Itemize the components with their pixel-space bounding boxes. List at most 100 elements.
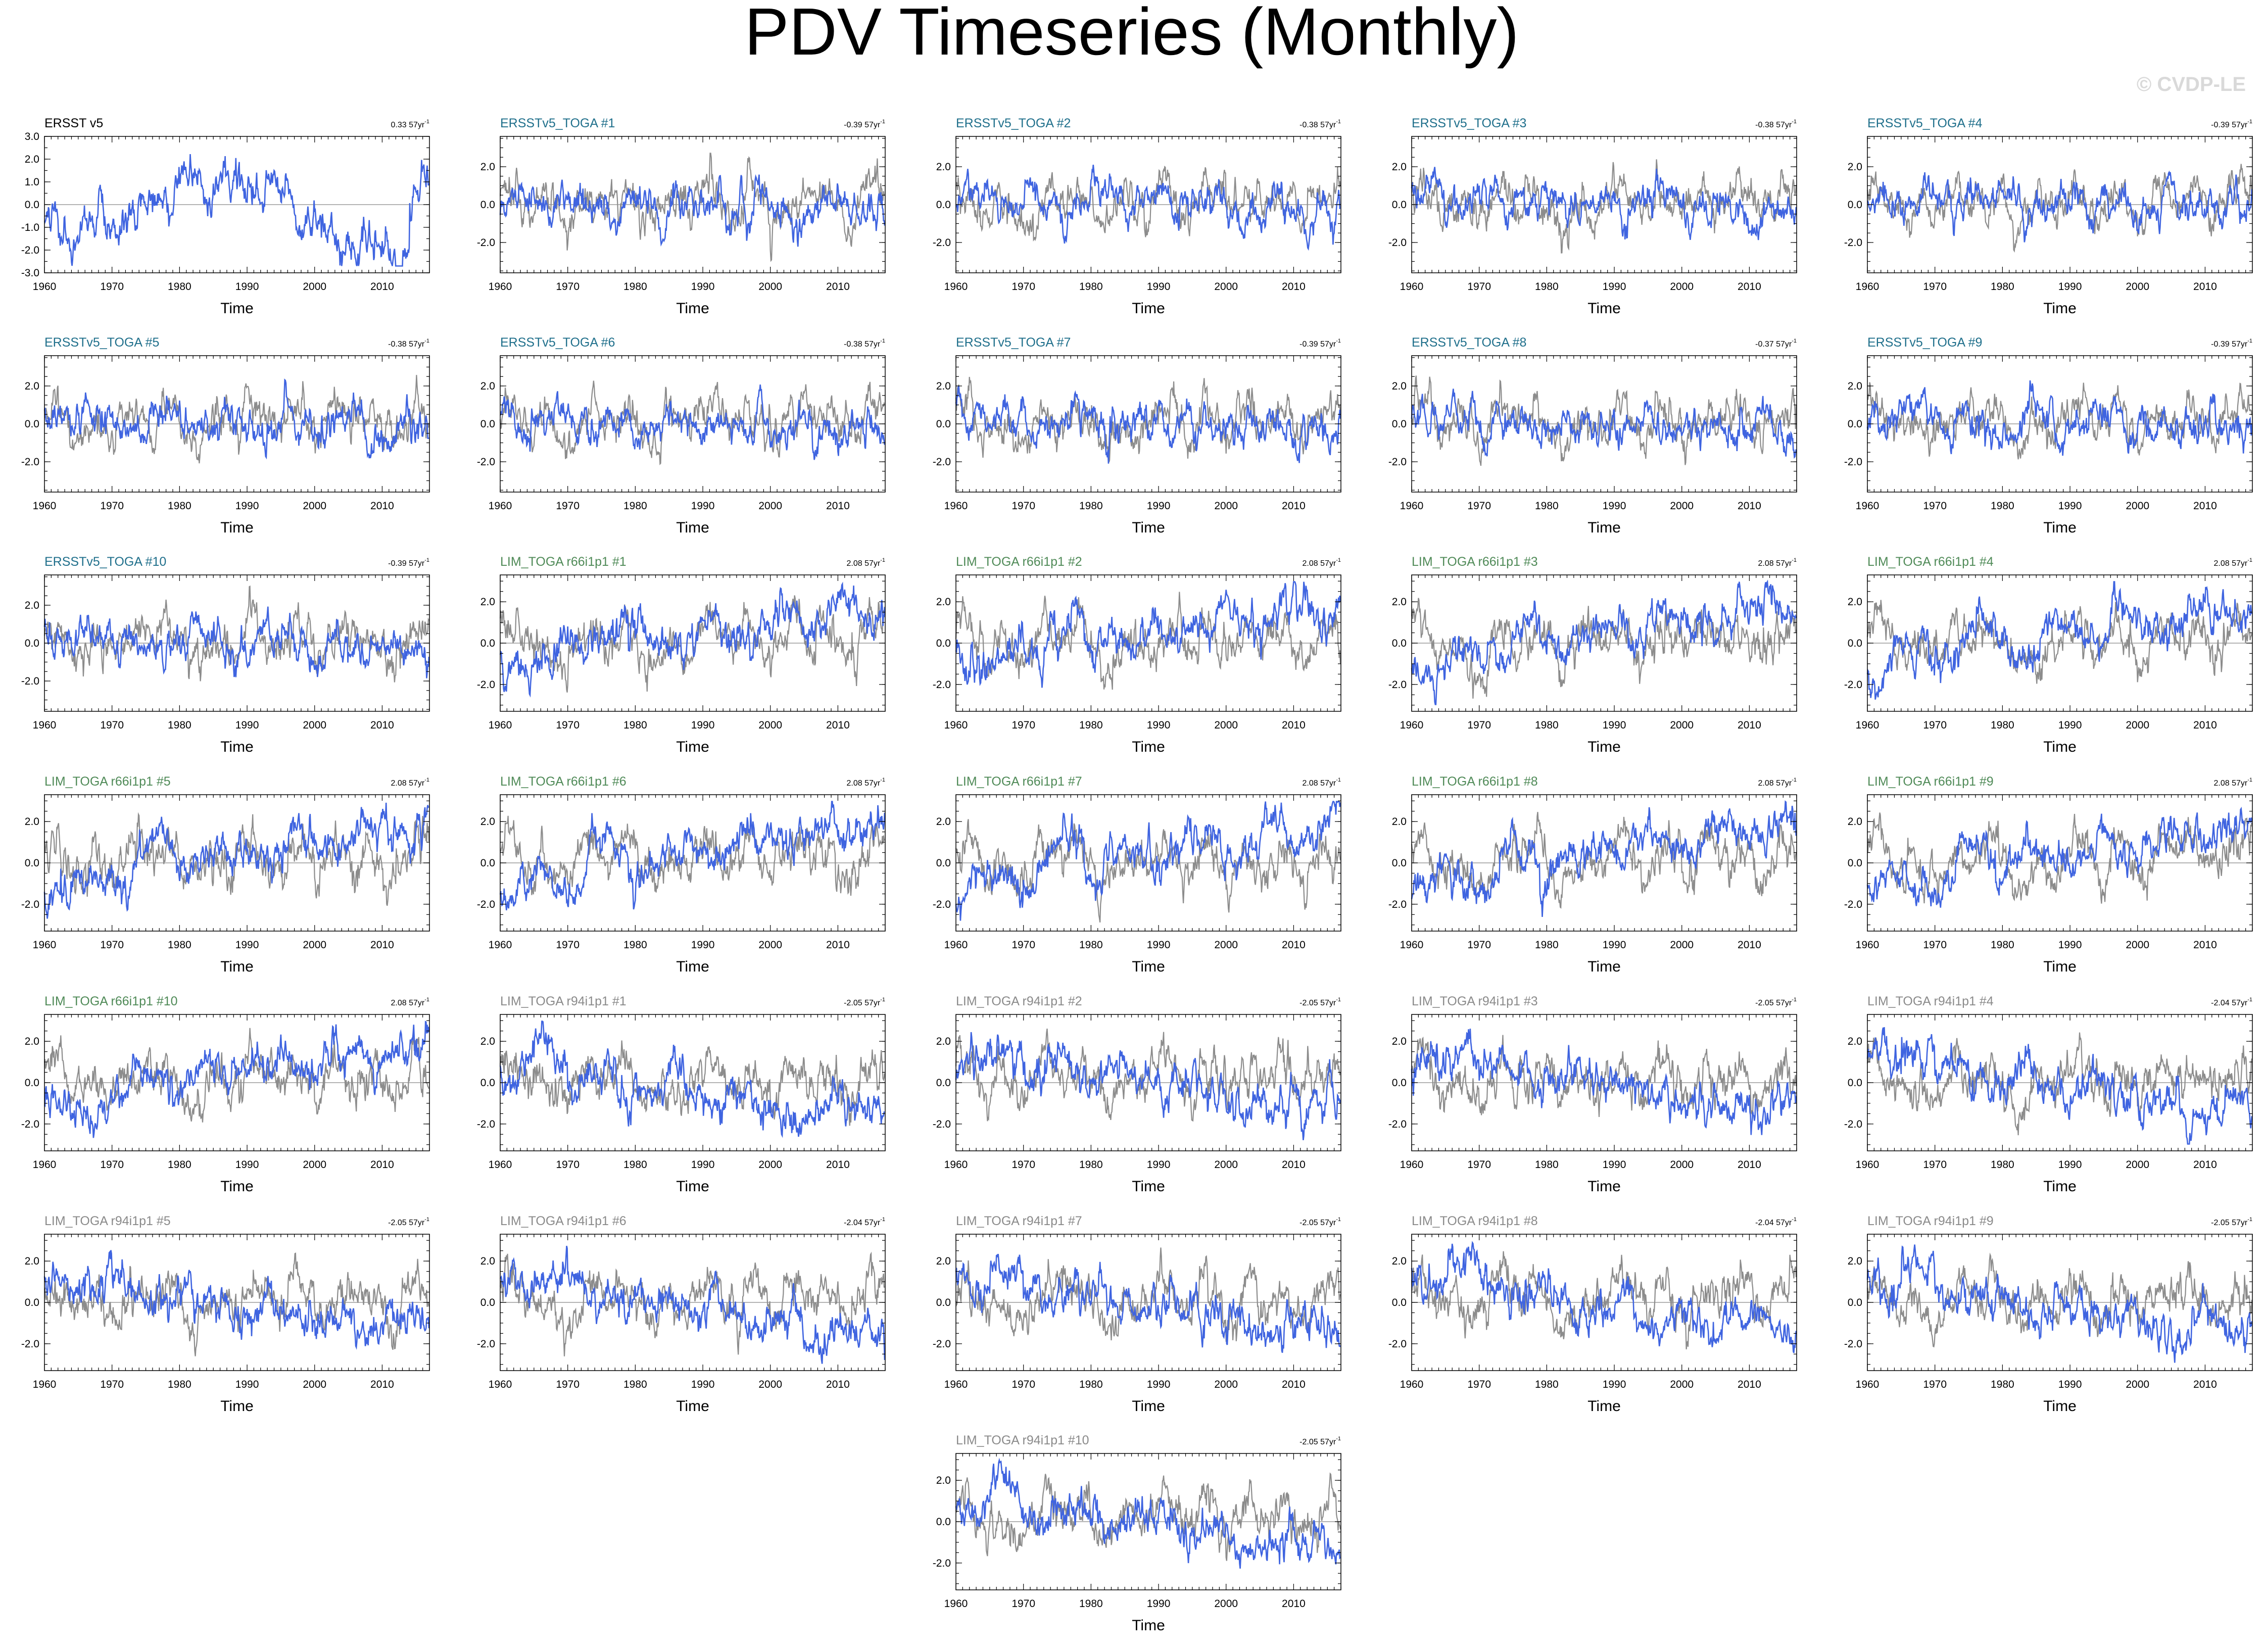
x-tick-label: 2000 <box>1214 281 1238 293</box>
x-tick-label: 2000 <box>303 1159 326 1171</box>
chart-panel: LIM_TOGA r66i1p1 #1 2.08 57yr-1 1960 1970 19… <box>477 555 886 755</box>
x-tick-label: 1980 <box>1079 939 1103 951</box>
trend-value: 2.08 <box>2214 779 2232 788</box>
trend-exponent: -1 <box>880 997 885 1003</box>
x-tick-label: 2000 <box>1214 719 1238 731</box>
x-tick-label: 2010 <box>826 1159 850 1171</box>
trend-label: -0.39 57yr-1 <box>844 119 885 129</box>
trend-unit: 57yr <box>1776 779 1792 788</box>
trend-unit: 57yr <box>864 121 881 129</box>
x-tick-label: 1960 <box>489 281 512 293</box>
x-tick-label: 2000 <box>1214 500 1238 512</box>
watermark: © CVDP-LE <box>2137 73 2246 95</box>
x-axis-label: Time <box>676 958 709 975</box>
trend-unit: 57yr <box>1320 559 1336 568</box>
trend-unit: 57yr <box>1320 999 1336 1007</box>
panel-title: LIM_TOGA r94i1p1 #6 <box>500 1214 627 1228</box>
y-tick-label: 0.0 <box>1848 1077 1862 1089</box>
x-tick-label: 1990 <box>1147 939 1171 951</box>
x-tick-label: 1960 <box>33 1159 57 1171</box>
trend-unit: 57yr <box>409 779 425 788</box>
x-tick-label: 1970 <box>1011 1379 1035 1390</box>
chart-panel: ERSSTv5_TOGA #1 -0.39 57yr-1 1960 1970 1980 1… <box>477 116 886 317</box>
trend-unit: 57yr <box>2232 999 2248 1007</box>
y-tick-label: 0.0 <box>936 1297 951 1308</box>
x-tick-label: 2000 <box>1214 939 1238 951</box>
x-axis-label: Time <box>676 739 709 755</box>
series-line-reference <box>1411 375 1797 466</box>
x-axis-label: Time <box>2043 739 2077 755</box>
trend-exponent: -1 <box>1792 997 1797 1003</box>
chart-panel: LIM_TOGA r66i1p1 #5 2.08 57yr-1 1960 1970 19… <box>21 774 430 975</box>
x-tick-label: 1980 <box>168 281 191 293</box>
panel-title: LIM_TOGA r94i1p1 #1 <box>500 994 627 1008</box>
trend-exponent: -1 <box>880 777 885 783</box>
trend-label: -2.04 57yr-1 <box>2211 997 2252 1007</box>
chart-panel: LIM_TOGA r66i1p1 #10 2.08 57yr-1 1960 1970 1… <box>21 994 430 1195</box>
y-tick-label: 0.0 <box>25 418 39 430</box>
panel-title: LIM_TOGA r94i1p1 #3 <box>1412 994 1538 1008</box>
y-tick-label: 0.0 <box>1848 199 1862 211</box>
series-line-member <box>43 1250 430 1350</box>
y-tick-label: 2.0 <box>25 1036 39 1047</box>
x-tick-label: 1980 <box>1991 500 2014 512</box>
trend-exponent: -1 <box>2247 338 2252 344</box>
x-tick-label: 1970 <box>100 1159 124 1171</box>
x-tick-label: 1980 <box>168 1159 191 1171</box>
x-tick-label: 1990 <box>1147 1159 1171 1171</box>
x-tick-label: 1970 <box>1467 719 1491 731</box>
trend-label: -2.05 57yr-1 <box>1299 1217 1341 1227</box>
x-tick-label: 1970 <box>1011 500 1035 512</box>
trend-exponent: -1 <box>2247 557 2252 563</box>
y-tick-label: 2.0 <box>1392 816 1407 828</box>
x-axis-label: Time <box>2043 1178 2077 1195</box>
series-line-reference <box>499 815 885 896</box>
series-line-member <box>955 385 1341 464</box>
x-tick-label: 1990 <box>1603 281 1626 293</box>
trend-exponent: -1 <box>1792 1217 1797 1223</box>
x-tick-label: 2010 <box>1282 281 1306 293</box>
y-tick-label: 2.0 <box>480 816 495 828</box>
x-tick-label: 2010 <box>1282 1159 1306 1171</box>
trend-unit: 57yr <box>409 1219 425 1227</box>
trend-value: -0.38 <box>844 340 864 349</box>
x-tick-label: 1990 <box>691 1159 715 1171</box>
chart-panel: ERSSTv5_TOGA #4 -0.39 57yr-1 1960 1970 1980 1… <box>1844 116 2253 317</box>
x-tick-label: 1970 <box>1467 500 1491 512</box>
series-line-member <box>499 581 886 698</box>
x-tick-label: 1960 <box>1856 939 1880 951</box>
x-axis-label: Time <box>2043 300 2077 317</box>
x-axis-label: Time <box>1132 1398 1165 1415</box>
x-tick-label: 1960 <box>33 1379 57 1390</box>
y-tick-label: 0.0 <box>480 1077 495 1089</box>
x-tick-label: 2010 <box>2193 939 2217 951</box>
x-tick-label: 1990 <box>235 1159 259 1171</box>
trend-value: -2.04 <box>1755 1219 1776 1227</box>
y-tick-label: -2.0 <box>21 899 39 910</box>
series-line-reference <box>955 165 1341 242</box>
y-tick-label: -2.0 <box>1844 237 1862 249</box>
series-line-member <box>1411 1029 1797 1135</box>
x-tick-label: 2000 <box>1214 1379 1238 1390</box>
chart-panel: LIM_TOGA r66i1p1 #8 2.08 57yr-1 1960 1970 19… <box>1388 774 1797 975</box>
trend-unit: 57yr <box>2232 559 2248 568</box>
trend-exponent: -1 <box>1336 338 1341 344</box>
chart-panel: LIM_TOGA r94i1p1 #2 -2.05 57yr-1 1960 1970 1… <box>933 994 1341 1195</box>
x-tick-label: 2010 <box>2193 500 2217 512</box>
chart-panel: LIM_TOGA r94i1p1 #4 -2.04 57yr-1 1960 1970 1… <box>1844 994 2253 1195</box>
trend-unit: 57yr <box>2232 340 2248 349</box>
x-tick-label: 2000 <box>303 281 326 293</box>
chart-panel: ERSSTv5_TOGA #9 -0.39 57yr-1 1960 1970 1980 1… <box>1844 335 2253 536</box>
trend-exponent: -1 <box>1792 338 1797 344</box>
x-tick-label: 1990 <box>2058 281 2082 293</box>
x-axis-label: Time <box>220 958 254 975</box>
trend-label: -0.38 57yr-1 <box>1755 119 1797 129</box>
trend-unit: 57yr <box>409 999 425 1007</box>
x-tick-label: 1970 <box>1011 281 1035 293</box>
x-axis-label: Time <box>1587 958 1621 975</box>
series-line-member <box>1411 800 1797 917</box>
x-tick-label: 1990 <box>1603 1379 1626 1390</box>
series-line-member <box>43 606 430 678</box>
x-tick-label: 2010 <box>370 500 394 512</box>
